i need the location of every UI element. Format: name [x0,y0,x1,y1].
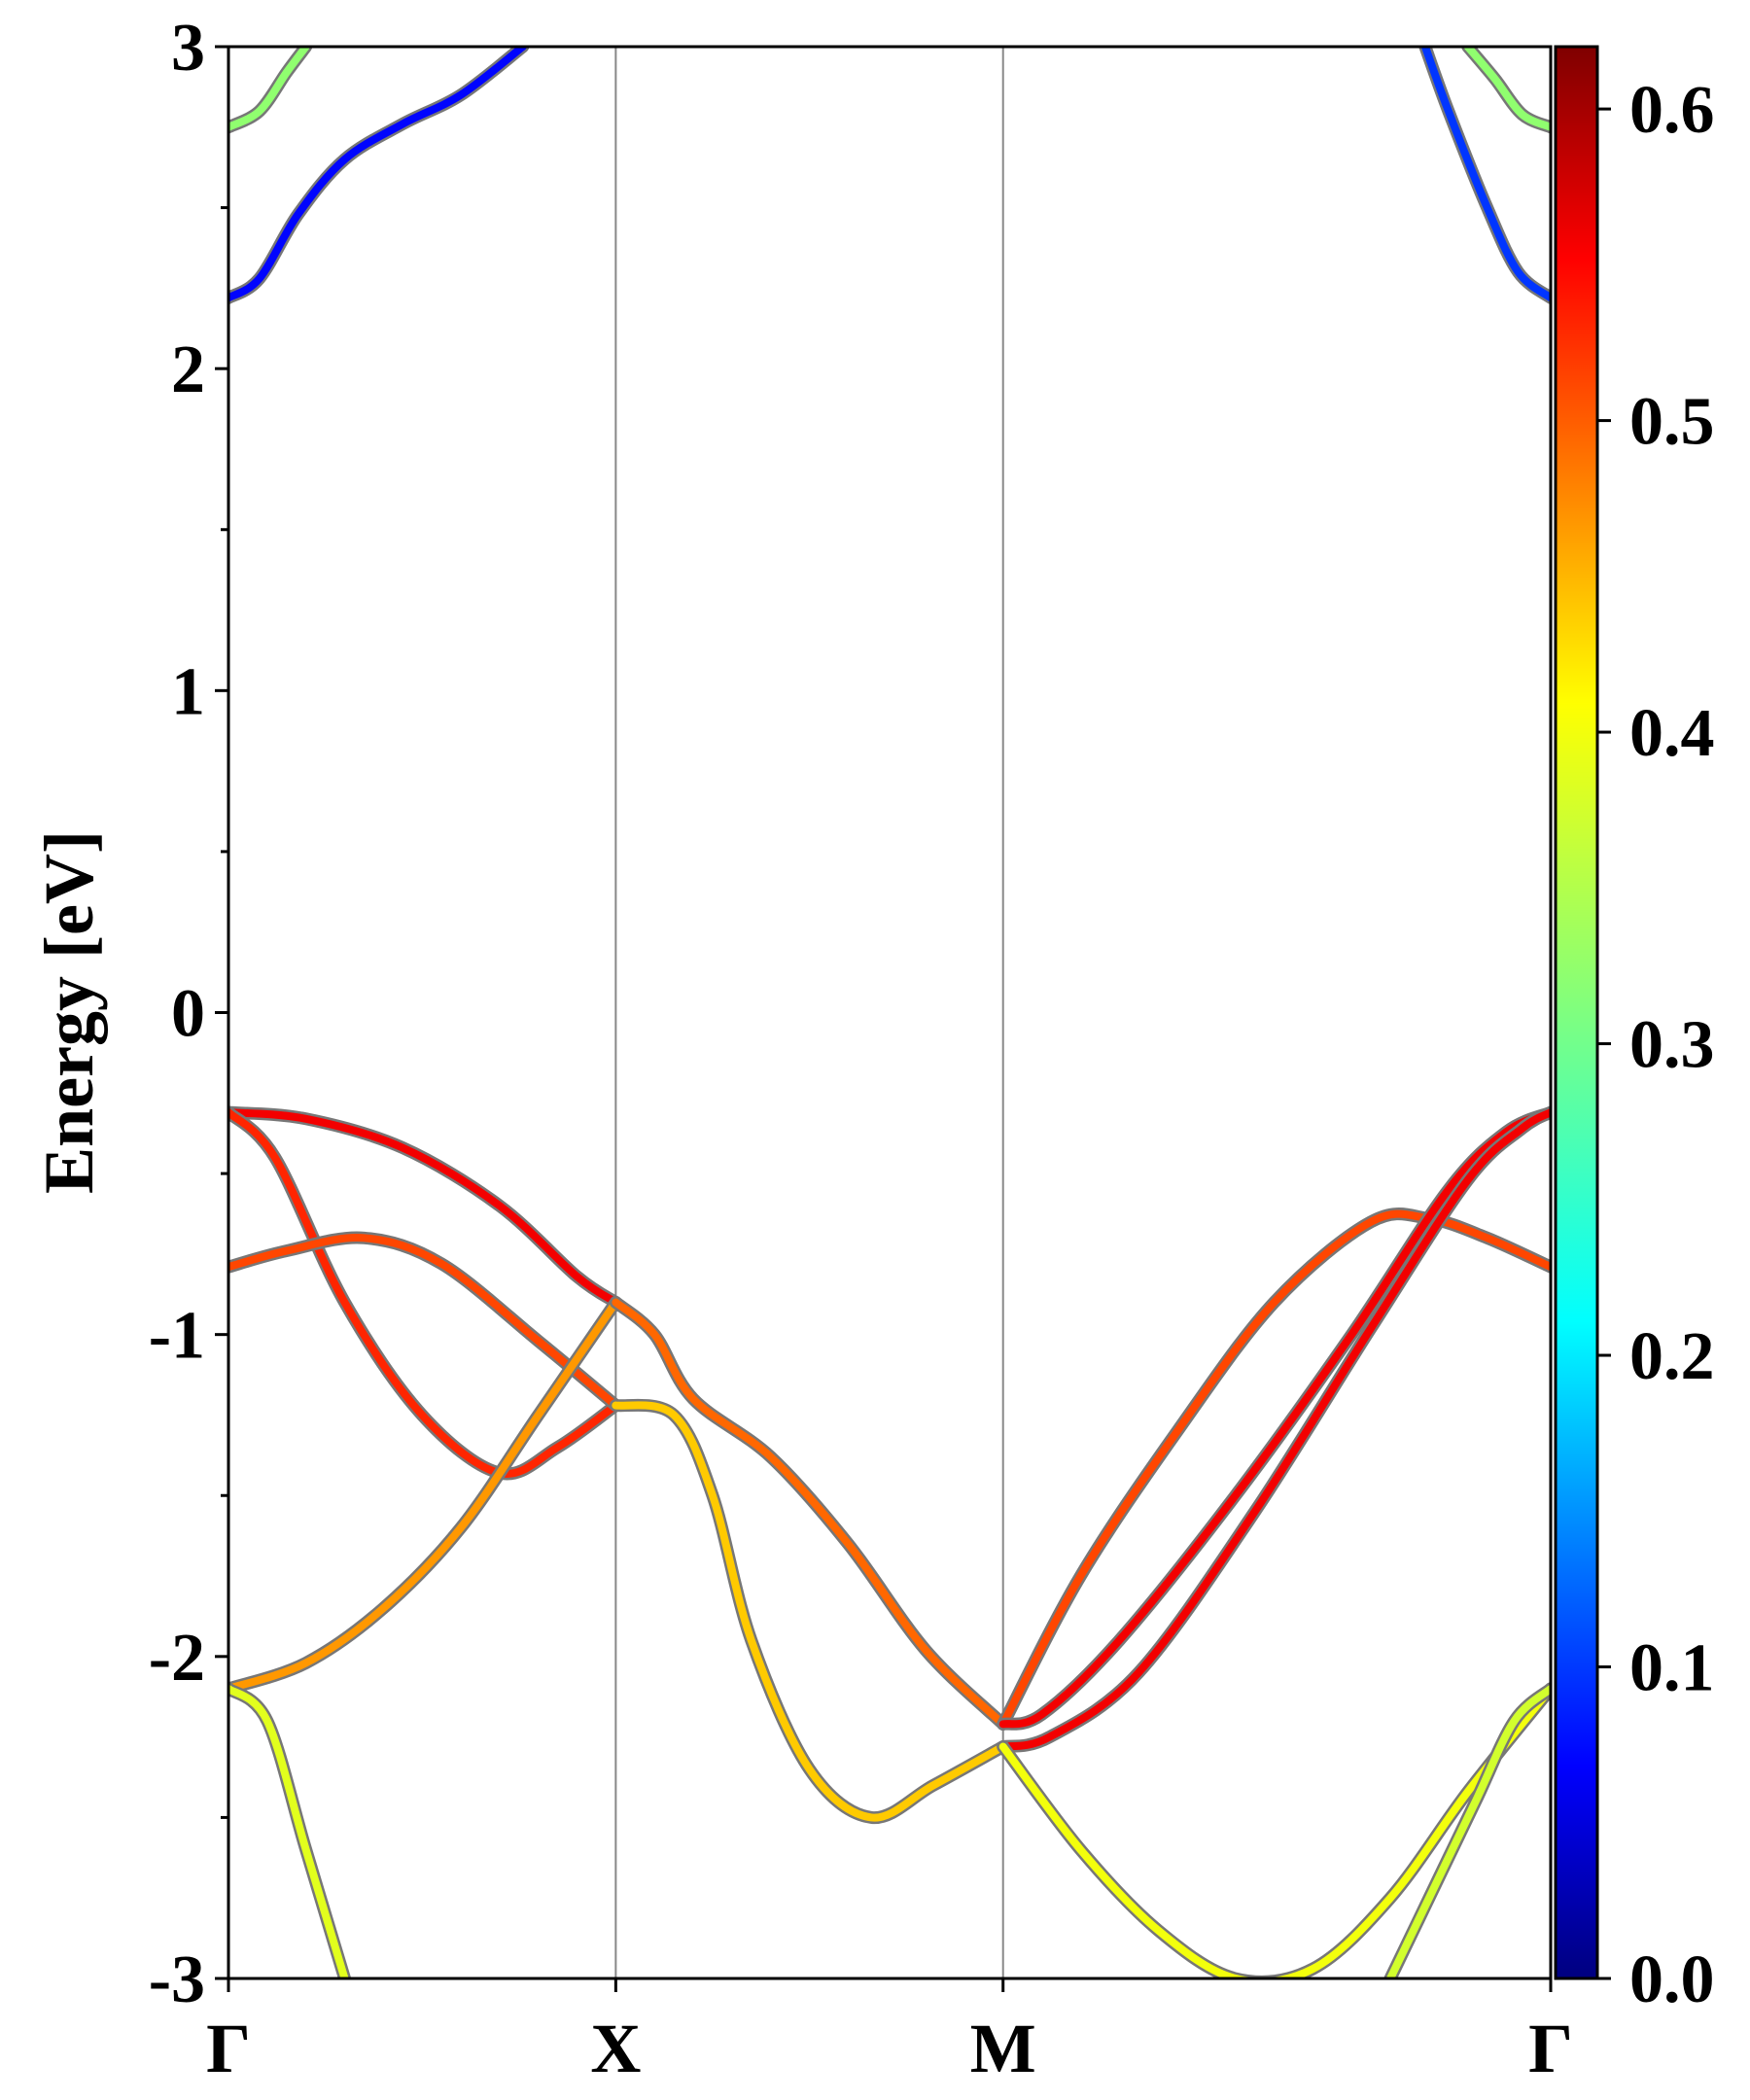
band-line [998,1209,1551,1729]
colorbar-tick-label: 0.1 [1629,1631,1715,1706]
x-tick-label: Γ [206,2010,251,2087]
band-line [228,47,527,302]
band-line [612,1298,1007,1729]
colorbar-tick-label: 0.3 [1629,1008,1715,1083]
band-line [1420,47,1551,302]
x-tick-label: Γ [1528,2010,1573,2087]
y-tick-label: -1 [149,1299,205,1374]
colorbar-ticks: 0.0 0.1 0.2 0.3 0.4 0.5 0.6 [1597,73,1715,2017]
y-tick-label: -2 [149,1621,205,1696]
colorbar-tick-label: 0.2 [1629,1319,1715,1394]
band-outline [228,1682,352,1978]
band-line [1386,1684,1551,1978]
band-outline [1418,47,1551,304]
high-symmetry-lines [614,47,1004,1978]
y-tick-label: 3 [171,11,205,86]
band-line [228,1298,620,1693]
band-line [1463,47,1551,131]
x-tick-label: M [970,2010,1036,2087]
y-tick-label: 0 [171,977,205,1052]
y-axis-ticks: -3 -2 -1 0 1 2 3 [149,11,228,2017]
band-line [228,1234,620,1410]
y-axis-label: Energy [eV] [30,830,108,1194]
colorbar: 0.0 0.1 0.2 0.3 0.4 0.5 0.6 [1554,45,1715,2017]
band-line [228,1108,620,1478]
y-tick-label: 2 [171,332,205,407]
y-tick-label: 1 [171,654,205,729]
band-outline [997,1682,1551,1978]
colorbar-gradient [1554,45,1599,1980]
band-line [612,1401,1007,1822]
band-outline [228,1105,622,1310]
band-outline [609,1398,1010,1824]
x-tick-label: X [590,2010,641,2087]
y-tick-label: -3 [149,1942,205,2017]
colorbar-tick-label: 0.0 [1629,1942,1715,2017]
band-line [228,1684,349,1978]
band-line [998,1108,1551,1729]
band-line [228,1108,620,1307]
band-lines [228,47,1551,1978]
band-line [998,1684,1551,1978]
band-outline [997,1105,1551,1731]
band-line [228,47,310,131]
colorbar-tick-label: 0.6 [1629,73,1715,148]
colorbar-tick-label: 0.4 [1629,696,1715,771]
plot-frame [227,45,1553,1980]
colorbar-tick-label: 0.5 [1629,385,1715,460]
band-line [998,1108,1551,1751]
